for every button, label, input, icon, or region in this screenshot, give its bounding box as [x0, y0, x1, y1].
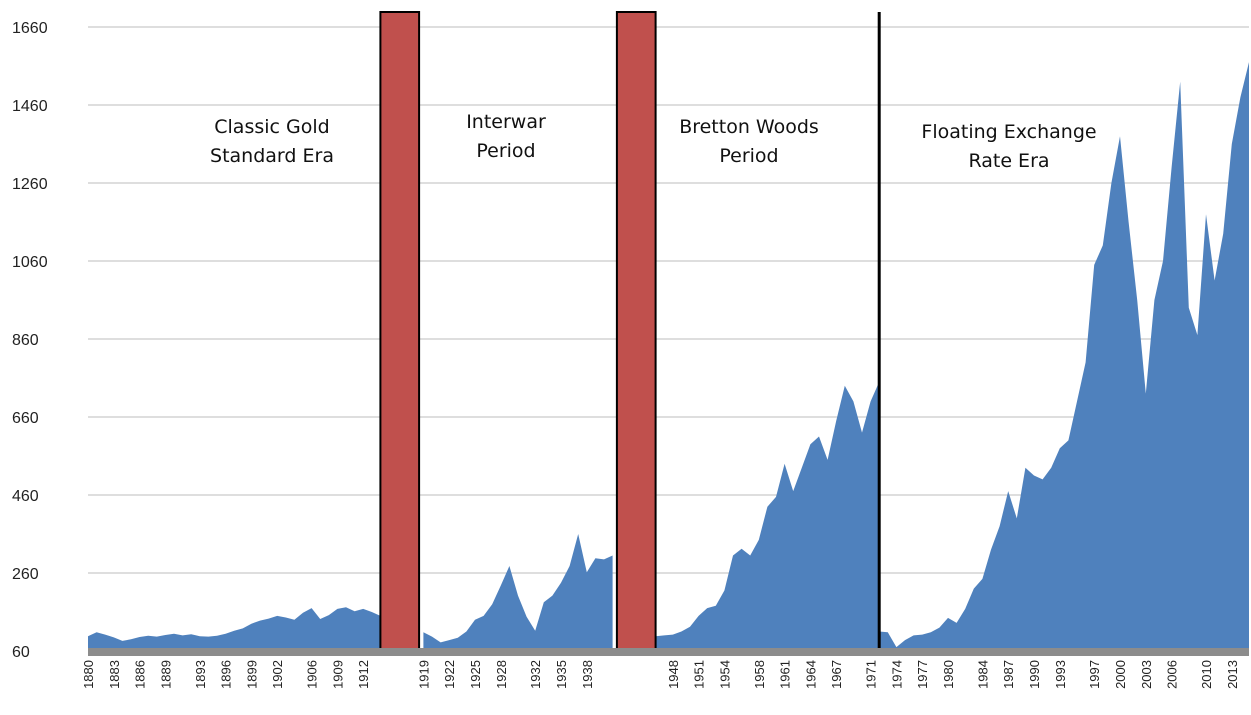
- x-tick-label: 1997: [1087, 660, 1102, 689]
- era-label-line: Interwar: [466, 111, 546, 133]
- x-tick-label: 1893: [193, 660, 208, 689]
- y-tick-label: 1060: [12, 254, 48, 271]
- y-tick-label: 260: [12, 566, 39, 583]
- area-segment: [655, 381, 880, 651]
- area-segment: [879, 62, 1249, 652]
- gridlines: [88, 26, 1249, 574]
- x-tick-label: 1951: [692, 660, 707, 689]
- era-band: [379, 11, 421, 652]
- x-tick-label: 1912: [356, 660, 371, 689]
- era-band: [615, 11, 657, 652]
- x-tick-label: 1948: [666, 660, 681, 689]
- x-tick-label: 2006: [1165, 660, 1180, 689]
- x-tick-label: 1909: [330, 660, 345, 689]
- y-axis: 60 260 460 660 860 1060 1260 1460 1660: [12, 20, 48, 661]
- era-label-line: Floating Exchange: [921, 121, 1096, 143]
- y-tick-label: 660: [12, 410, 39, 427]
- era-label-line: Rate Era: [968, 150, 1049, 172]
- x-tick-label: 2013: [1225, 660, 1240, 689]
- x-tick-label: 1980: [941, 660, 956, 689]
- x-tick-label: 2003: [1139, 660, 1154, 689]
- era-label: Interwar Period: [466, 111, 546, 162]
- x-tick-label: 1899: [244, 660, 259, 689]
- x-tick-label: 1993: [1053, 660, 1068, 689]
- x-tick-label: 1938: [580, 660, 595, 689]
- y-tick-label: 460: [12, 488, 39, 505]
- x-tick-label: 1925: [468, 660, 483, 689]
- y-tick-label: 60: [12, 644, 30, 661]
- x-tick-label: 1883: [107, 660, 122, 689]
- x-tick-label: 1987: [1001, 660, 1016, 689]
- x-tick-label: 2000: [1113, 660, 1128, 689]
- x-tick-label: 1984: [975, 660, 990, 689]
- x-tick-label: 1958: [752, 660, 767, 689]
- area-series: [88, 62, 1249, 652]
- y-tick-label: 1460: [12, 98, 48, 115]
- x-tick-label: 1971: [864, 660, 879, 689]
- x-tick-label: 1964: [803, 660, 818, 689]
- area-segment: [88, 607, 381, 651]
- area-segment: [423, 534, 613, 651]
- era-label: Classic Gold Standard Era: [210, 116, 334, 167]
- x-tick-label: 1919: [416, 660, 431, 689]
- era-label-line: Classic Gold: [214, 116, 329, 138]
- x-tick-label: 1990: [1027, 660, 1042, 689]
- x-tick-label: 1906: [305, 660, 320, 689]
- baseline-bar: [88, 648, 1249, 656]
- y-tick-label: 1660: [12, 20, 48, 37]
- y-tick-label: 1260: [12, 176, 48, 193]
- x-tick-label: 1967: [829, 660, 844, 689]
- x-tick-label: 1954: [717, 660, 732, 689]
- x-tick-label: 1977: [915, 660, 930, 689]
- x-tick-label: 1902: [270, 660, 285, 689]
- x-tick-label: 1974: [889, 660, 904, 689]
- x-tick-label: 1961: [778, 660, 793, 689]
- baseline: [88, 648, 1249, 656]
- era-label: Floating Exchange Rate Era: [921, 121, 1096, 172]
- x-tick-label: 2010: [1199, 660, 1214, 689]
- era-label-line: Period: [476, 140, 535, 162]
- x-tick-label: 1932: [528, 660, 543, 689]
- era-label: Bretton Woods Period: [679, 116, 819, 167]
- x-tick-label: 1922: [442, 660, 457, 689]
- era-label-line: Period: [719, 145, 778, 167]
- era-bands: [379, 11, 657, 652]
- y-tick-label: 860: [12, 332, 39, 349]
- x-tick-label: 1896: [219, 660, 234, 689]
- x-tick-label: 1935: [554, 660, 569, 689]
- x-axis: 1880 1883 1886 1889 1893 1896 1899 1902 1906 1909…: [81, 660, 1240, 689]
- x-tick-label: 1880: [81, 660, 96, 689]
- era-label-line: Bretton Woods: [679, 116, 819, 138]
- x-tick-label: 1928: [494, 660, 509, 689]
- x-tick-label: 1889: [158, 660, 173, 689]
- era-label-line: Standard Era: [210, 145, 334, 167]
- x-tick-label: 1886: [133, 660, 148, 689]
